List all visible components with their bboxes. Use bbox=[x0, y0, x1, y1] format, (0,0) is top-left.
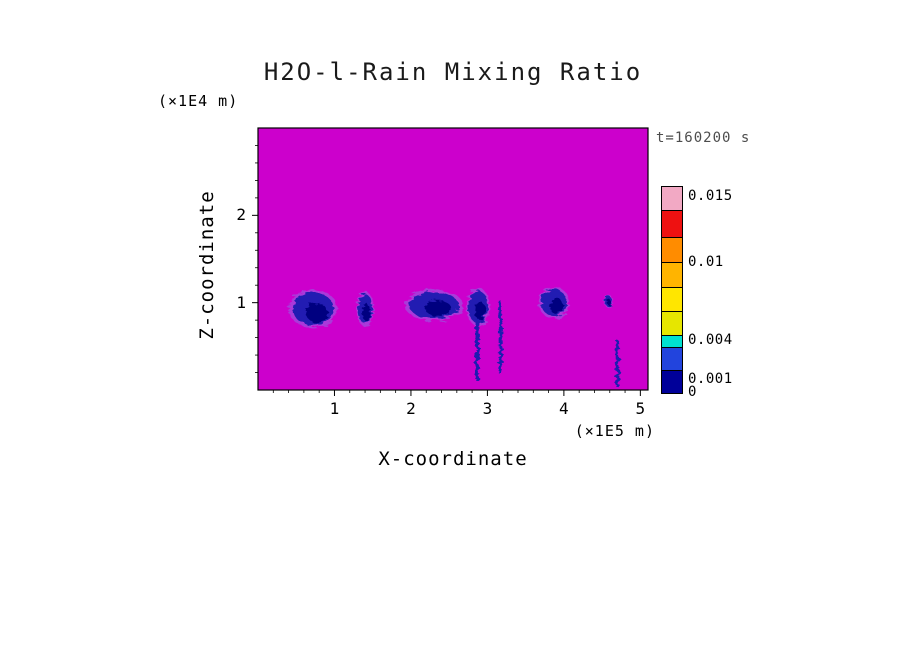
plot-frame bbox=[257, 127, 649, 391]
y-tick-label: 1 bbox=[236, 292, 246, 312]
colorbar-segment bbox=[662, 286, 682, 311]
x-tick-label: 5 bbox=[635, 399, 646, 418]
field-background bbox=[258, 128, 648, 390]
colorbar-segment bbox=[662, 187, 682, 211]
x-tick-label: 2 bbox=[406, 399, 416, 418]
colorbar-segment bbox=[662, 310, 682, 336]
colorbar-segment bbox=[662, 335, 682, 348]
x-tick-label: 3 bbox=[482, 399, 493, 418]
rain-cell-core bbox=[606, 299, 611, 306]
y-tick-label: 2 bbox=[236, 205, 246, 225]
colorbar-segment bbox=[662, 347, 682, 371]
rain-cell-core bbox=[362, 303, 371, 322]
x-axis-unit-label: (×1E5 m) bbox=[574, 422, 655, 440]
colorbar bbox=[661, 186, 683, 394]
colorbar-tick-label: 0.004 bbox=[688, 332, 733, 349]
y-axis-unit-label: (×1E4 m) bbox=[158, 92, 239, 110]
x-tick-label: 4 bbox=[559, 399, 569, 418]
colorbar-tick-label: 0.001 bbox=[688, 371, 733, 388]
rain-cell-core bbox=[549, 297, 564, 314]
time-label: t=160200 s bbox=[656, 130, 751, 146]
colorbar-segment bbox=[662, 370, 682, 394]
rain-cell-core bbox=[474, 301, 486, 321]
rain-cell-core bbox=[425, 300, 452, 317]
rain-cells bbox=[288, 286, 620, 388]
x-tick-label: 1 bbox=[329, 399, 340, 418]
colorbar-segment bbox=[662, 237, 682, 262]
plot-canvas bbox=[252, 127, 649, 396]
colorbar-segment bbox=[662, 210, 682, 238]
colorbar-tick-label: 0.01 bbox=[688, 254, 724, 270]
colorbar-tick-label: 0.015 bbox=[688, 188, 733, 205]
y-axis-label: Z-coordinate bbox=[196, 190, 218, 340]
x-axis-label: X-coordinate bbox=[378, 448, 528, 470]
plot-title: H2O-l-Rain Mixing Ratio bbox=[263, 58, 643, 86]
colorbar-segment bbox=[662, 261, 682, 287]
colorbar-tick-label: 0 bbox=[688, 383, 697, 400]
rain-cell-core bbox=[305, 303, 328, 323]
